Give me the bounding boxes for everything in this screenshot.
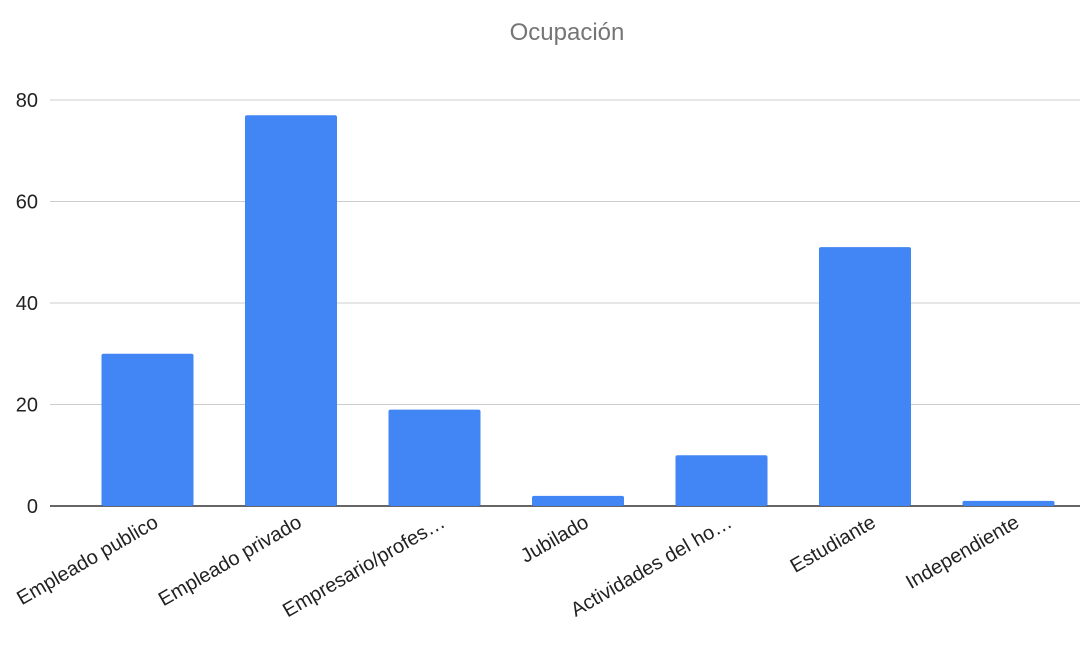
x-tick-label: Actividades del ho… xyxy=(567,511,736,621)
y-tick-label: 20 xyxy=(16,395,38,417)
y-tick-label: 60 xyxy=(16,192,38,214)
chart-title: Ocupación xyxy=(510,19,625,46)
x-tick-label: Independiente xyxy=(902,511,1023,593)
gridlines xyxy=(50,100,1080,506)
y-tick-label: 80 xyxy=(16,90,38,112)
bar xyxy=(819,247,911,506)
bar xyxy=(102,354,194,506)
bar xyxy=(963,501,1055,506)
y-tick-label: 0 xyxy=(27,496,38,518)
y-tick-label: 40 xyxy=(16,293,38,315)
y-axis: 0 20 40 60 80 xyxy=(16,90,38,518)
x-tick-label: Estudiante xyxy=(787,511,880,577)
x-tick-label: Empresario/profes… xyxy=(279,511,449,622)
x-tick-label: Empleado privado xyxy=(155,511,306,611)
bar xyxy=(245,115,337,506)
bar xyxy=(676,455,768,506)
bar xyxy=(532,496,624,506)
x-tick-label: Empleado publico xyxy=(13,511,162,610)
bars xyxy=(102,115,1055,506)
x-tick-label: Jubilado xyxy=(517,511,593,567)
bar xyxy=(389,410,481,506)
